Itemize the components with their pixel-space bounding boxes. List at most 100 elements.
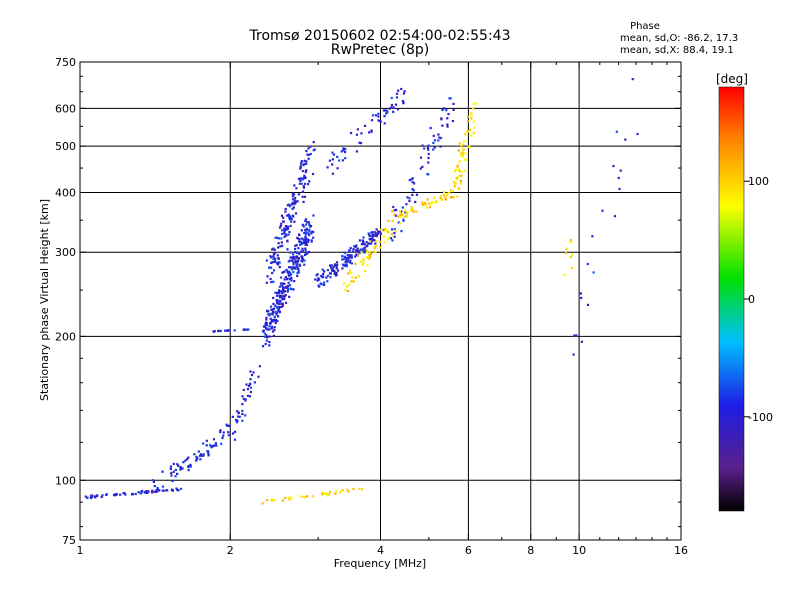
data-point (452, 108, 455, 112)
data-point (290, 497, 293, 500)
data-point (345, 265, 348, 268)
data-point (437, 133, 440, 136)
data-point (273, 251, 277, 255)
data-point (296, 251, 299, 254)
data-point (252, 371, 255, 374)
data-point (430, 202, 433, 205)
data-point (315, 274, 318, 277)
x-tick-label: 16 (674, 544, 688, 557)
data-point (349, 254, 352, 257)
data-point (205, 444, 208, 447)
data-point (281, 304, 285, 307)
data-point (458, 160, 461, 163)
data-point (569, 239, 572, 242)
data-point (288, 205, 292, 208)
data-point (247, 328, 250, 331)
data-point (134, 492, 137, 496)
data-point (579, 292, 582, 295)
data-point (348, 255, 351, 258)
data-point (354, 276, 357, 279)
data-point (408, 199, 411, 203)
data-point (271, 280, 274, 283)
data-point (439, 195, 443, 198)
data-point (276, 301, 279, 304)
data-point (398, 222, 402, 225)
data-point (236, 410, 239, 413)
data-point (346, 488, 349, 491)
data-point (341, 263, 345, 266)
data-point (263, 325, 266, 328)
data-point (402, 92, 406, 95)
data-point (615, 130, 618, 133)
data-point (419, 156, 423, 159)
data-point (288, 271, 292, 274)
data-point (139, 492, 142, 495)
data-point (347, 272, 350, 275)
data-point (213, 444, 216, 447)
data-point (454, 168, 457, 171)
data-point (390, 103, 394, 107)
data-point (305, 243, 309, 246)
data-point (198, 454, 202, 457)
data-point (336, 269, 340, 272)
data-point (278, 265, 281, 269)
data-point (374, 232, 377, 235)
y-tick-label: 400 (55, 186, 76, 199)
data-point (317, 277, 320, 280)
data-point (328, 490, 332, 494)
data-point (386, 229, 389, 232)
data-point (368, 257, 371, 260)
data-point (451, 196, 454, 199)
data-point (185, 458, 189, 461)
data-point (182, 461, 185, 464)
stats-line-o: mean, sd,O: -86.2, 17.3 (620, 33, 738, 44)
data-point (296, 236, 299, 240)
data-point (424, 201, 427, 204)
data-point (199, 453, 203, 456)
data-point (456, 165, 459, 168)
data-point (346, 285, 349, 288)
data-point (371, 234, 375, 237)
data-point (370, 119, 374, 122)
data-point (249, 378, 252, 381)
data-point (331, 151, 334, 154)
data-point (366, 244, 369, 247)
data-point (443, 191, 446, 194)
data-point (297, 259, 300, 262)
data-point (273, 260, 277, 263)
data-point (124, 493, 127, 496)
data-point (162, 489, 165, 492)
data-point (172, 470, 175, 473)
data-point (292, 201, 295, 204)
data-point (303, 241, 307, 244)
colorbar-label: [deg] (716, 72, 748, 86)
data-point (286, 248, 289, 251)
data-point (403, 90, 406, 93)
data-point (441, 124, 444, 127)
data-point (293, 280, 296, 283)
data-point (277, 309, 280, 312)
data-point (382, 229, 385, 232)
data-point (268, 340, 271, 344)
data-point (371, 236, 374, 239)
data-point (284, 496, 287, 500)
data-point (322, 272, 325, 276)
data-point (350, 254, 353, 257)
data-point (373, 231, 376, 234)
data-point (341, 255, 344, 258)
data-point (298, 240, 301, 243)
data-point (456, 164, 459, 167)
data-point (304, 223, 308, 226)
data-point (301, 190, 305, 193)
data-point (371, 114, 374, 117)
data-point (306, 221, 309, 224)
data-point (292, 270, 295, 274)
data-point (439, 136, 443, 140)
data-point (363, 270, 367, 273)
stats-title: Phase (630, 21, 660, 32)
data-point (433, 139, 437, 142)
data-point (446, 125, 449, 128)
data-point (570, 253, 574, 256)
data-point (361, 239, 364, 242)
data-point (283, 231, 286, 234)
